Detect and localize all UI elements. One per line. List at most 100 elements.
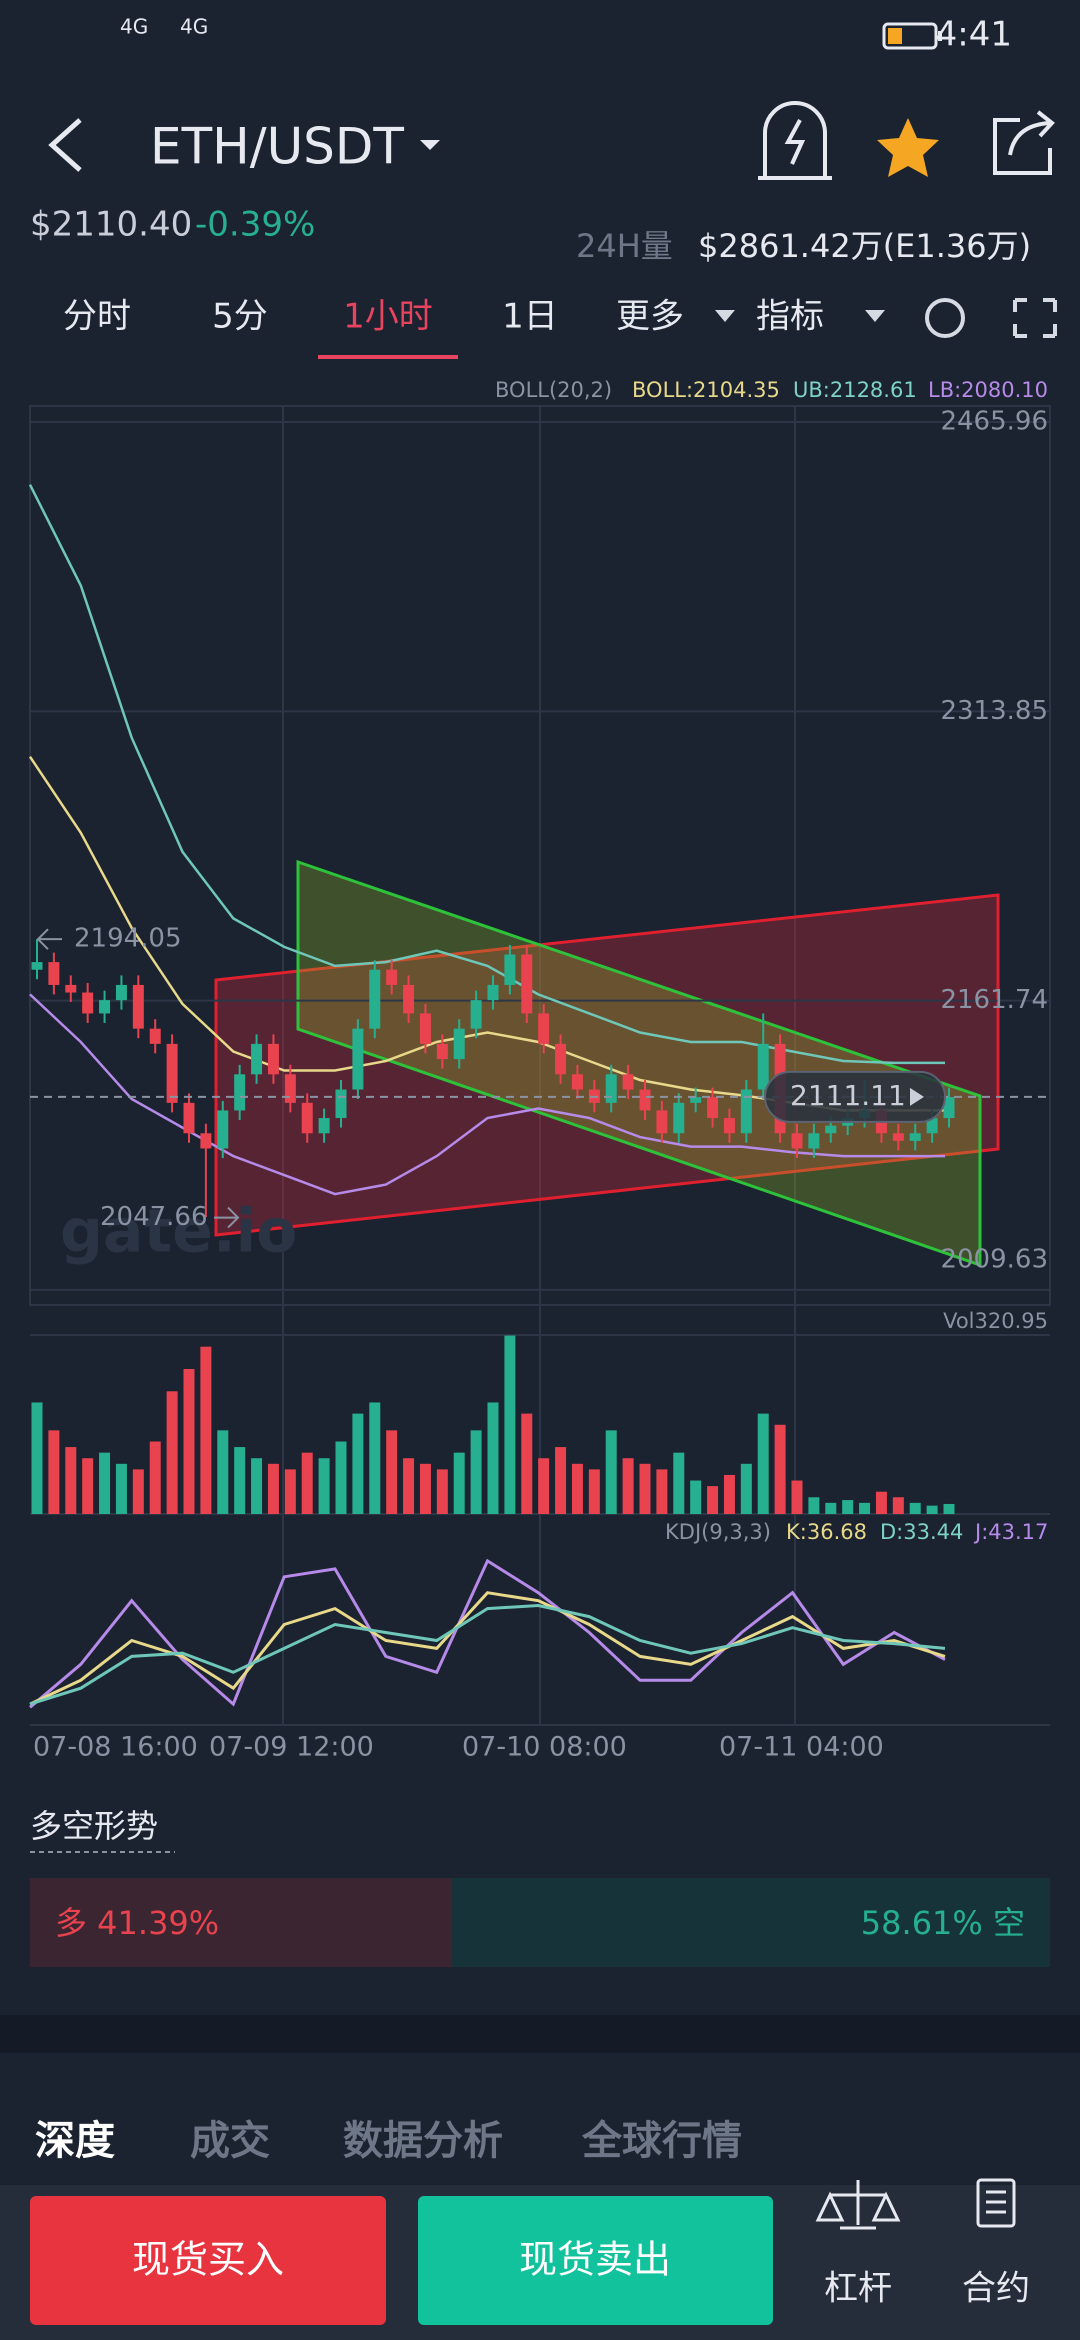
d-line xyxy=(29,1603,946,1706)
candle-body xyxy=(31,962,43,970)
y-tick-label: 2313.85 xyxy=(940,696,1048,726)
bottom-tab[interactable]: 深度 xyxy=(35,2118,115,2164)
share-icon[interactable] xyxy=(993,110,1055,175)
volume-bar xyxy=(487,1402,499,1514)
fullscreen-icon[interactable] xyxy=(1013,298,1057,338)
candle-body xyxy=(521,954,533,1014)
sell-button[interactable] xyxy=(418,2196,773,2325)
x-tick-label: 07-08 16:00 xyxy=(33,1732,198,1763)
candle-body xyxy=(639,1089,651,1111)
contract-label[interactable]: 合约 xyxy=(962,2269,1030,2309)
contract-icon[interactable] xyxy=(976,2178,1016,2228)
watermark: gate.io xyxy=(60,1197,297,1267)
boll-up-line xyxy=(28,484,945,1065)
volume-bar xyxy=(605,1430,617,1514)
back-button[interactable] xyxy=(48,118,82,172)
red-channel xyxy=(214,893,1000,1237)
candle-body xyxy=(82,992,94,1014)
volume-bar xyxy=(267,1463,279,1514)
volume-bar xyxy=(656,1469,668,1514)
candle-body xyxy=(825,1125,837,1134)
volume-bar xyxy=(200,1346,212,1514)
volume-bar xyxy=(740,1463,752,1514)
volume-label: 24H量 xyxy=(576,227,673,265)
volume-bar xyxy=(571,1463,583,1514)
tab[interactable]: 1小时 xyxy=(343,297,433,337)
volume-bar xyxy=(352,1413,364,1514)
volume-bar xyxy=(386,1430,398,1514)
volume-bar xyxy=(251,1458,263,1514)
margin-icon[interactable] xyxy=(815,2180,901,2230)
volume-bar xyxy=(521,1413,533,1514)
buy-button[interactable] xyxy=(30,2196,386,2325)
candle-body xyxy=(251,1043,263,1075)
k-label: K:36.68 xyxy=(786,1520,867,1544)
candle-body xyxy=(943,1097,955,1119)
tab[interactable]: 分时 xyxy=(63,297,131,337)
k-line xyxy=(29,1591,946,1706)
candle-body xyxy=(690,1097,702,1103)
candle-body xyxy=(707,1097,719,1119)
buy-label[interactable]: 现货买入 xyxy=(132,2238,284,2282)
candle-body xyxy=(301,1102,313,1134)
boll-label: BOLL(20,2) xyxy=(495,378,612,402)
long-bar xyxy=(30,1878,453,1967)
tab[interactable]: 指标 xyxy=(756,297,824,337)
network: 4G xyxy=(120,15,148,39)
short-label: 58.61% 空 xyxy=(861,1904,1025,1942)
high-arrow xyxy=(36,928,62,950)
bottom-tab[interactable]: 全球行情 xyxy=(581,2118,742,2164)
candle-body xyxy=(571,1074,583,1090)
alert-icon[interactable] xyxy=(758,101,832,180)
candle-body xyxy=(318,1118,330,1134)
candle-body xyxy=(132,984,144,1029)
tab[interactable]: 更多 xyxy=(616,297,684,337)
candle-body xyxy=(149,1028,161,1044)
volume-bar xyxy=(757,1413,769,1514)
boll-mid-label: BOLL:2104.35 xyxy=(632,378,780,402)
d-label: D:33.44 xyxy=(880,1520,963,1544)
boll-low-label: LB:2080.10 xyxy=(928,378,1048,402)
candle-body xyxy=(267,1043,279,1075)
volume-bar xyxy=(723,1474,735,1514)
tab-indicator xyxy=(318,355,458,359)
bottom-tab[interactable]: 成交 xyxy=(190,2118,270,2164)
long-label: 多 41.39% xyxy=(55,1904,219,1942)
volume-bar xyxy=(504,1335,516,1514)
tab[interactable]: 5分 xyxy=(212,297,268,337)
candle-body xyxy=(99,1000,111,1014)
battery xyxy=(882,22,942,50)
candle-body xyxy=(622,1074,634,1090)
candle-body xyxy=(166,1043,178,1103)
x-tick-label: 07-09 12:00 xyxy=(209,1732,374,1763)
sentiment-title: 多空形势 xyxy=(30,1807,158,1845)
volume-bar xyxy=(99,1452,111,1514)
favorite-icon[interactable] xyxy=(877,118,939,177)
candle-body xyxy=(352,1028,364,1090)
candle-body xyxy=(369,969,381,1029)
x-tick-label: 07-11 04:00 xyxy=(719,1732,884,1763)
kdj-label: KDJ(9,3,3) xyxy=(665,1520,771,1544)
candle-body xyxy=(555,1043,567,1075)
candle-body xyxy=(284,1074,296,1103)
price-change: -0.39% xyxy=(195,205,315,245)
sell-label[interactable]: 现货卖出 xyxy=(519,2238,671,2282)
volume-bar xyxy=(234,1447,246,1514)
volume-bar xyxy=(859,1502,871,1514)
j-label: J:43.17 xyxy=(973,1520,1048,1544)
tab[interactable]: 1日 xyxy=(502,297,558,337)
candle-body xyxy=(487,984,499,1001)
volume-bar xyxy=(419,1463,431,1514)
volume-bar xyxy=(538,1458,550,1514)
candle-body xyxy=(605,1074,617,1103)
volume-bar xyxy=(909,1502,921,1514)
candle-body xyxy=(234,1074,246,1111)
margin-label[interactable]: 杠杆 xyxy=(824,2269,892,2309)
settings-icon[interactable] xyxy=(925,298,965,338)
dropdown-arrow[interactable] xyxy=(420,140,440,150)
volume-panel-label: Vol320.95 xyxy=(943,1309,1048,1333)
bottom-tab[interactable]: 数据分析 xyxy=(343,2118,503,2164)
candle-body xyxy=(723,1118,735,1134)
x-tick-label: 07-10 08:00 xyxy=(462,1732,627,1763)
